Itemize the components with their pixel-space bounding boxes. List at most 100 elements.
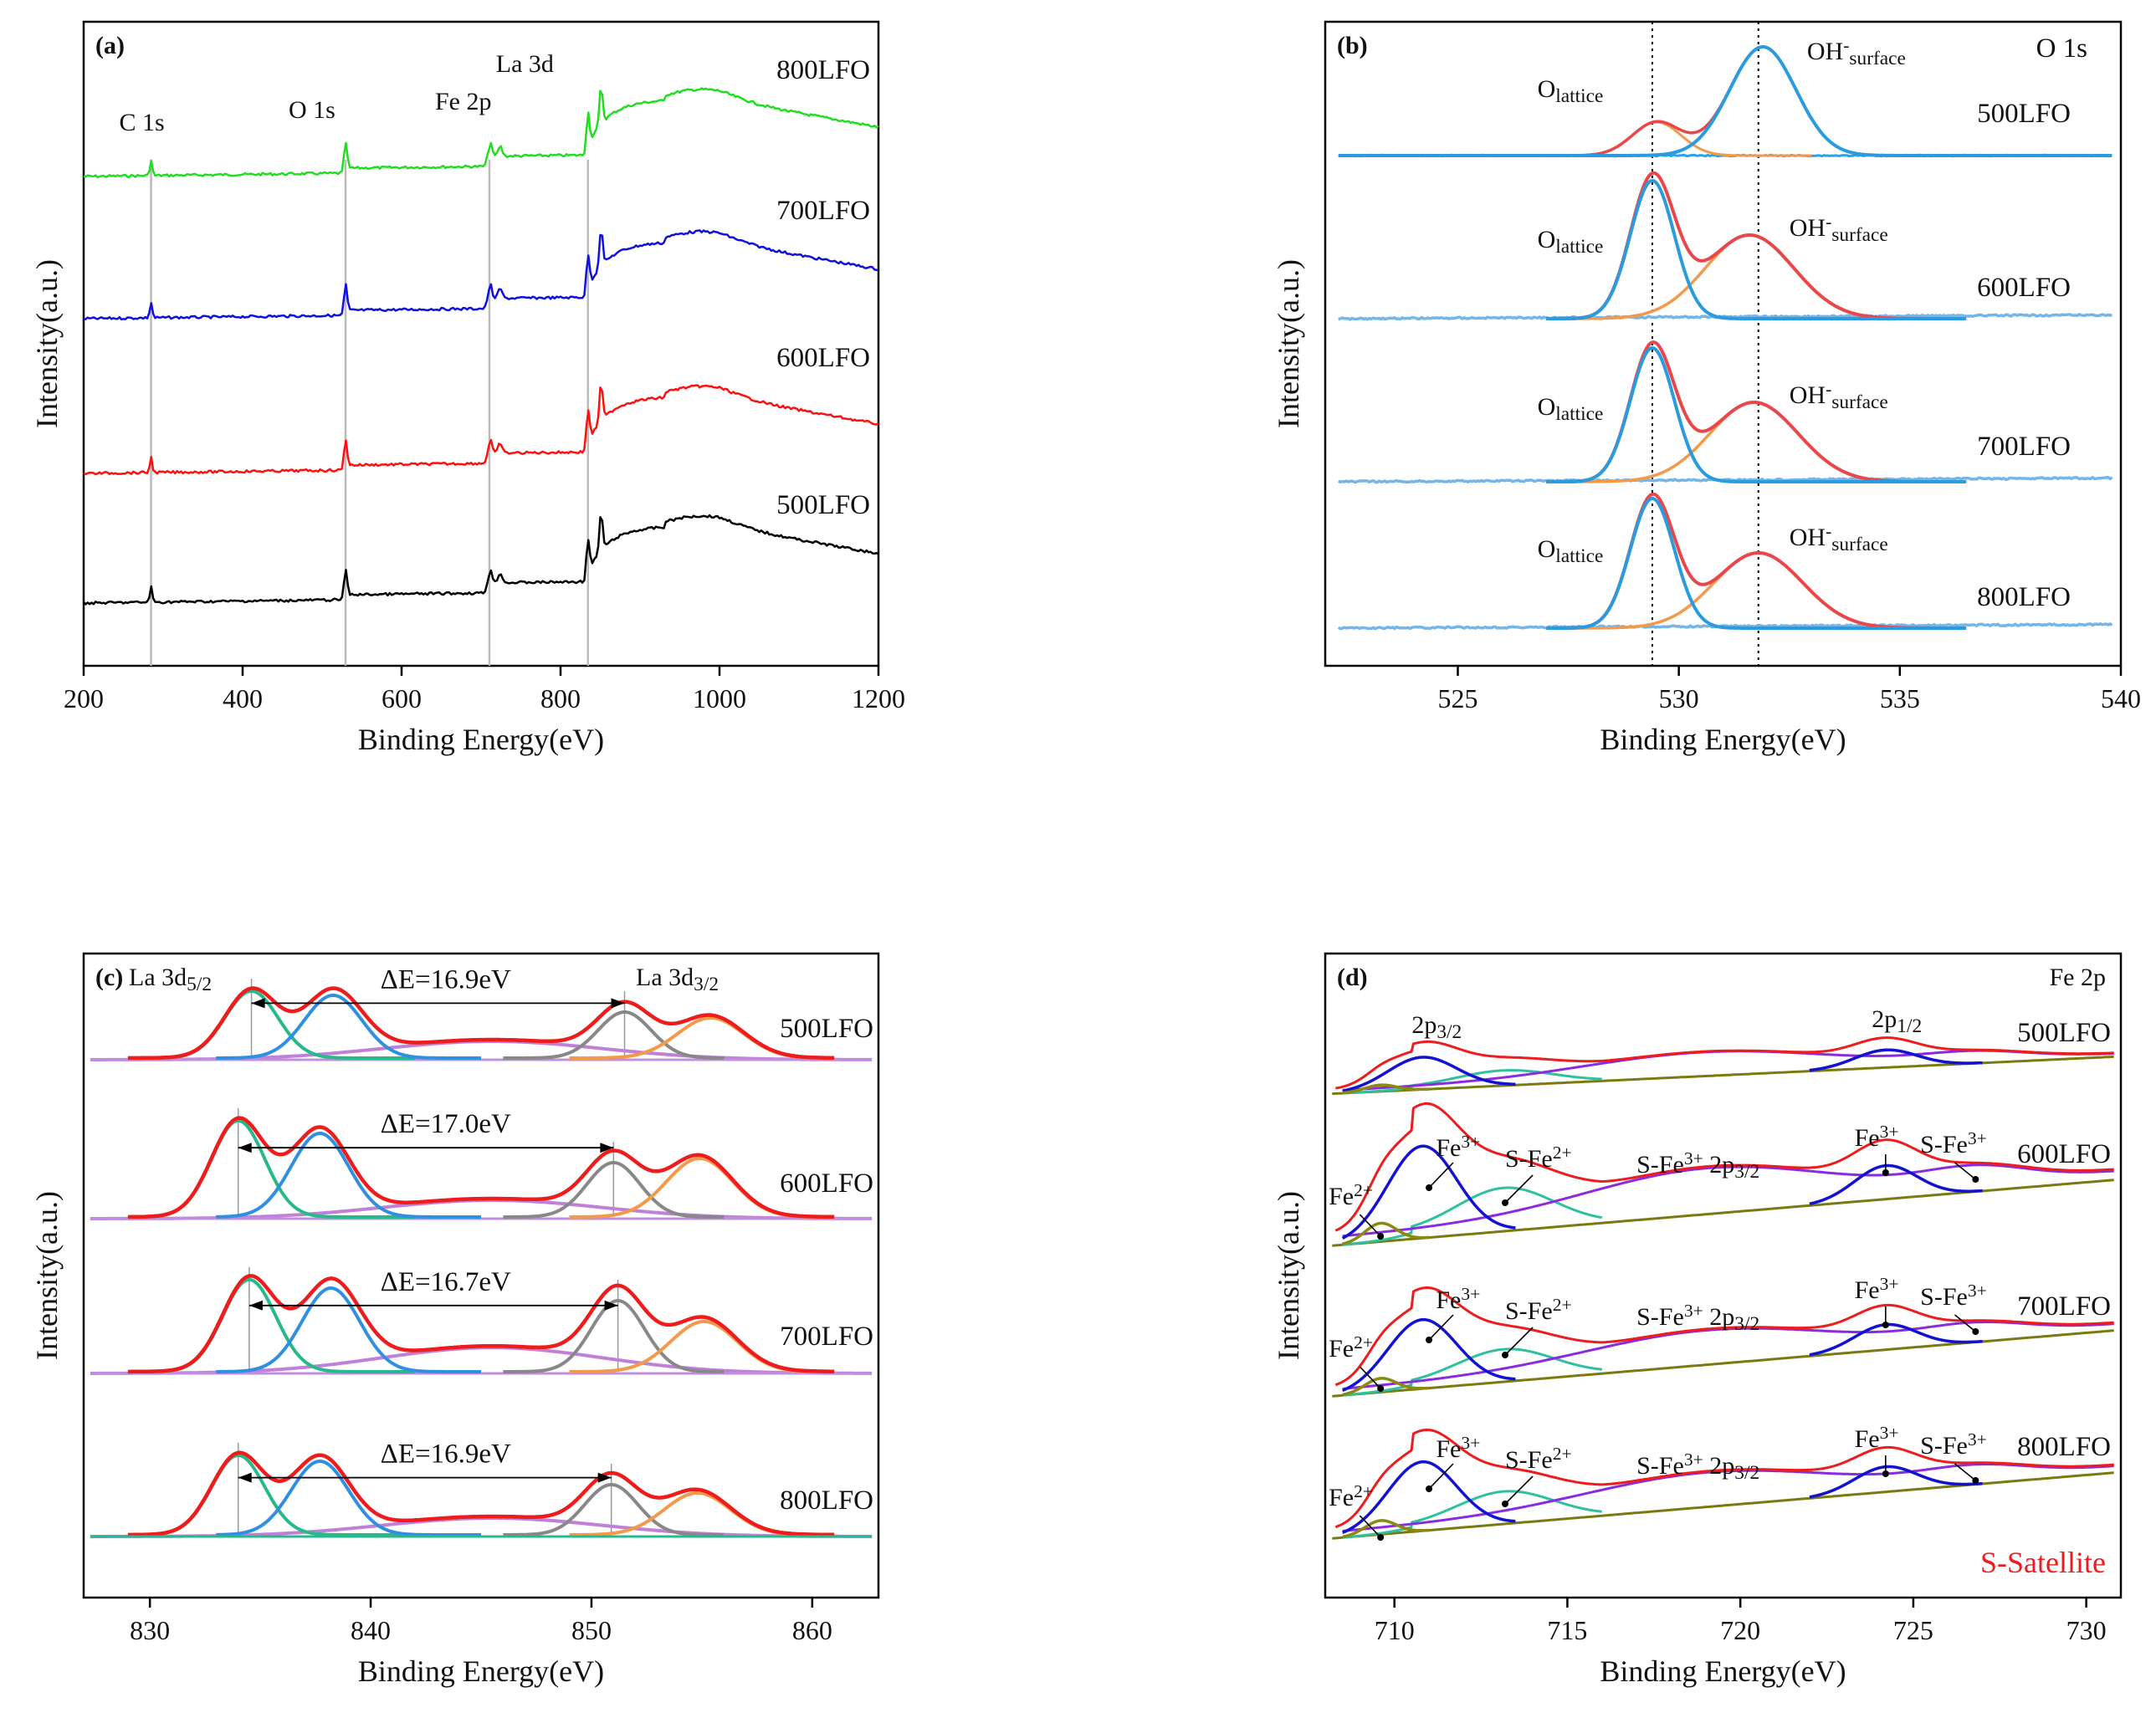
fit-oh-surface-500LFO <box>1338 45 2112 157</box>
series-label-800LFO: 800LFO <box>2017 1432 2111 1462</box>
label-s-fe2: S-Fe2+ <box>1505 1444 1572 1474</box>
x-tick-label-a: 600 <box>382 683 422 713</box>
spectrum-title-d: Fe 2p <box>2050 964 2107 991</box>
y-axis-label-d: Intensity(a.u.) <box>1272 1191 1305 1360</box>
label-fe3-2p12: Fe3+ <box>1855 1122 1899 1152</box>
arrow-tip <box>1882 1322 1889 1328</box>
arrow-tip <box>1377 1233 1385 1240</box>
label-s-fe2: S-Fe2+ <box>1505 1143 1572 1173</box>
annotation-arrow <box>1504 1475 1534 1505</box>
x-axis-label-d: Binding Energy(eV) <box>1600 1654 1846 1688</box>
annotation-arrow <box>1954 1314 1976 1332</box>
fit-fe2-500LFO <box>1341 1083 1431 1095</box>
x-tick-label-a: 1000 <box>693 683 746 713</box>
x-tick-label-b: 525 <box>1438 683 1478 713</box>
arrow-tip <box>1377 1385 1385 1392</box>
x-tick-label-c: 850 <box>571 1615 612 1645</box>
label-fe3: Fe3+ <box>1436 1132 1480 1162</box>
series-label-800LFO: 800LFO <box>1977 582 2071 612</box>
arrow-tip <box>1426 1337 1433 1343</box>
panel-d: 710 715 720 725 730 Binding Energy(eV) Intensi… <box>1272 952 2123 1688</box>
series-label-800LFO: 800LFO <box>780 1485 873 1516</box>
y-axis-label-b: Intensity(a.u.) <box>1272 259 1305 428</box>
annotation-arrow <box>1359 1366 1381 1389</box>
label-fe3: Fe3+ <box>1436 1433 1480 1463</box>
panel-a: 200 400 600 800 1000 1200 Binding Energy(eV) In… <box>30 20 905 756</box>
envelope-500LFO <box>127 986 835 1061</box>
annotation-arrow <box>1428 1463 1454 1490</box>
baseline-800LFO <box>1332 1471 2114 1540</box>
background-700LFO <box>90 1346 873 1375</box>
fit-o-lattice-700LFO <box>1545 346 1967 483</box>
fit-satellite-700LFO <box>1342 1321 2114 1390</box>
label-2p32: 2p3/2 <box>1411 1011 1462 1043</box>
arrow-head <box>248 1300 263 1311</box>
series-label-500LFO: 500LFO <box>2017 1018 2111 1048</box>
series-line-500LFO <box>83 514 879 606</box>
fit-satellite-600LFO <box>1342 1163 2114 1238</box>
label-fe2: Fe2+ <box>1329 1180 1373 1210</box>
x-tick-label-b: 535 <box>1880 683 1920 713</box>
arrow-tip <box>1502 1352 1509 1358</box>
x-tick-label-a: 800 <box>540 683 581 713</box>
series-label-500LFO: 500LFO <box>1977 99 2071 129</box>
arrow-tip <box>1972 1477 1979 1484</box>
fit-3d52-b-600LFO <box>215 1132 483 1219</box>
series-label-600LFO: 600LFO <box>1977 273 2071 303</box>
peak-label: C 1s <box>120 109 165 136</box>
label-s-fe3-2p32: S-Fe3+ 2p3/2 <box>1636 1148 1759 1183</box>
raw-data-700LFO <box>1337 475 2113 484</box>
series-label-700LFO: 700LFO <box>1977 432 2071 462</box>
envelope-600LFO <box>1334 1102 2114 1232</box>
envelope-600LFO <box>127 1116 835 1220</box>
x-tick-label-c: 860 <box>792 1615 832 1645</box>
annotation-arrow <box>1359 1214 1381 1237</box>
panel-label-c: (c) <box>95 964 123 991</box>
x-axis-label-c: Binding Energy(eV) <box>358 1654 604 1688</box>
panel-label-d: (d) <box>1337 964 1368 991</box>
annotation-arrow <box>1954 1463 1976 1481</box>
x-tick-label-d: 725 <box>1893 1615 1933 1645</box>
plot-frame-c <box>82 952 880 1599</box>
arrow-tip <box>1377 1534 1385 1541</box>
baseline-500LFO <box>1332 1055 2114 1096</box>
label-fe3: Fe3+ <box>1436 1284 1480 1314</box>
panel-b: 525 530 535 540 Binding Energy(eV) Intensity(… <box>1272 20 2141 756</box>
arrow-tip <box>1882 1169 1889 1176</box>
fit-oh-surface-600LFO <box>1545 233 1967 320</box>
envelope-700LFO <box>127 1274 835 1374</box>
series-label-600LFO: 600LFO <box>776 343 870 373</box>
fit-3d32-a-600LFO <box>502 1161 725 1219</box>
arrow-tip <box>1502 1199 1509 1206</box>
x-tick-label-c: 830 <box>130 1615 170 1645</box>
x-tick-label-a: 200 <box>64 683 104 713</box>
label-fe2: Fe2+ <box>1329 1481 1373 1511</box>
panel-label-b: (b) <box>1337 32 1368 59</box>
arrow-tip <box>1426 1184 1433 1191</box>
x-tick-label-d: 730 <box>2066 1615 2107 1645</box>
fit-3d32-a-500LFO <box>502 1010 725 1060</box>
x-tick-label-c: 840 <box>351 1615 391 1645</box>
series-label-800LFO: 800LFO <box>776 55 870 85</box>
fit-3d52-b-800LFO <box>215 1460 483 1537</box>
label-o-lattice: Olattice <box>1538 535 1604 567</box>
plot-frame-d <box>1324 952 2123 1599</box>
label-la-3d32: La 3d3/2 <box>636 964 719 995</box>
fit-fe3-2p12-700LFO <box>1808 1322 1984 1357</box>
label-oh-surface: OH-surface <box>1790 379 1888 413</box>
arrow-tip <box>1502 1501 1509 1507</box>
label-o-lattice: Olattice <box>1538 226 1604 258</box>
label-oh-surface: OH-surface <box>1807 35 1906 69</box>
fit-fe3-2p12-500LFO <box>1808 1048 1984 1072</box>
fit-fe3-2p12-800LFO <box>1808 1465 1984 1499</box>
fit-fe2-600LFO <box>1341 1221 1431 1245</box>
fit-3d52-b-700LFO <box>215 1286 483 1373</box>
spectrum-title-b: O 1s <box>2036 33 2087 64</box>
fit-oh-surface-700LFO <box>1545 401 1967 483</box>
label-s-fe3-2p32: S-Fe3+ 2p3/2 <box>1636 1450 1759 1484</box>
fit-oh-surface-800LFO <box>1545 551 1967 630</box>
arrow-head <box>238 1143 252 1153</box>
series-line-600LFO <box>83 384 879 476</box>
series-label-600LFO: 600LFO <box>780 1168 873 1199</box>
x-tick-label-d: 710 <box>1375 1615 1415 1645</box>
